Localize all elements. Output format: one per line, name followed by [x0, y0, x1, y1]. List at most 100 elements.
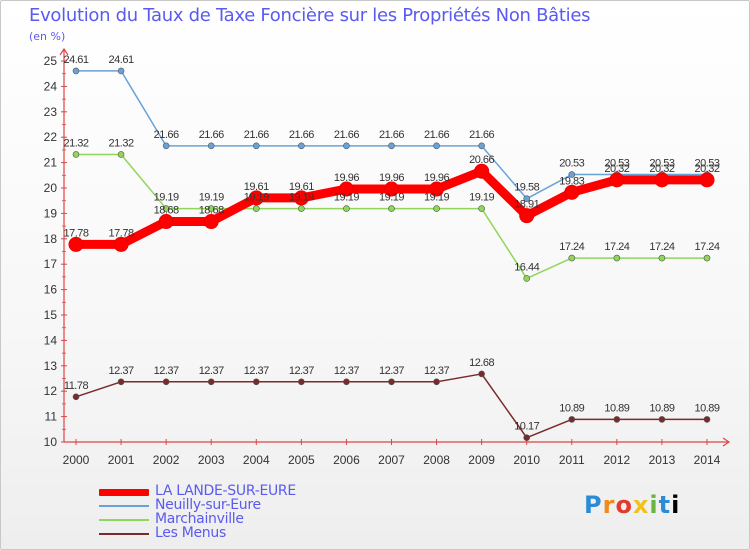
data-point [478, 370, 485, 378]
legend-label: LA LANDE-SUR-EURE [155, 483, 296, 499]
data-point [207, 142, 215, 150]
data-label: 19.19 [379, 192, 404, 204]
data-label: 18.68 [154, 205, 179, 217]
data-label: 19.96 [424, 172, 449, 184]
data-point [568, 416, 576, 423]
data-label: 17.24 [649, 241, 674, 253]
data-point [478, 142, 485, 150]
data-point [658, 254, 666, 262]
legend-label: Marchainville [155, 511, 244, 527]
y-tick-label: 25 [44, 54, 58, 68]
y-tick-label: 18 [44, 232, 58, 246]
data-label: 16.44 [514, 261, 539, 273]
data-point [158, 214, 174, 230]
data-point [207, 205, 215, 212]
data-point [384, 181, 399, 197]
y-axis-arrow [59, 47, 69, 56]
y-tick-label: 11 [45, 410, 58, 424]
line-chart: 10 11 12 13 14 15 16 17 18 19 20 21 22 23 24 25 2000 2001… [44, 47, 731, 467]
data-label: 17.78 [63, 227, 88, 239]
y-tick-label: 17 [44, 257, 58, 271]
data-point [613, 416, 621, 423]
data-label: 21.66 [244, 129, 269, 141]
legend-label: Les Menus [155, 525, 226, 541]
x-tick-label: 2003 [198, 453, 225, 467]
y-tick-label: 22 [44, 130, 58, 144]
data-point [162, 378, 170, 386]
data-label: 21.66 [469, 129, 494, 141]
data-label: 20.53 [604, 158, 629, 170]
data-point [474, 163, 490, 179]
legend-swatch [99, 533, 149, 535]
y-tick-label: 19 [44, 206, 58, 220]
data-label: 24.61 [109, 54, 134, 66]
data-label: 10.89 [604, 402, 629, 414]
data-point [519, 208, 535, 224]
data-label: 19.61 [289, 181, 314, 193]
data-point [433, 142, 440, 150]
data-point [338, 181, 354, 197]
data-point [72, 67, 80, 75]
data-point [613, 254, 621, 262]
data-label: 17.24 [559, 241, 584, 253]
data-label: 19.19 [424, 192, 449, 204]
data-label: 10.89 [694, 402, 719, 414]
data-label: 18.68 [199, 205, 224, 217]
data-point [388, 205, 395, 212]
y-tick-label: 16 [44, 283, 58, 297]
data-point [703, 254, 711, 262]
y-tick-label: 10 [44, 435, 58, 449]
x-axis-arrow [722, 437, 731, 447]
data-label: 19.96 [379, 172, 404, 184]
y-tick-label: 12 [44, 384, 58, 398]
y-tick-label: 15 [44, 308, 58, 322]
data-label: 20.32 [604, 163, 629, 175]
data-label: 12.37 [334, 365, 359, 377]
data-label: 12.37 [289, 365, 314, 377]
data-label: 17.78 [109, 227, 134, 239]
data-label: 21.32 [63, 137, 88, 149]
data-point [523, 434, 531, 441]
data-label: 20.53 [694, 158, 719, 170]
legend-label: Neuilly-sur-Eure [155, 497, 261, 513]
data-point [433, 205, 440, 212]
x-tick-label: 2008 [423, 453, 450, 467]
data-point [252, 378, 260, 386]
y-tick-label: 23 [44, 105, 58, 119]
data-label: 21.66 [199, 129, 224, 141]
data-point [298, 205, 305, 212]
data-point [523, 195, 531, 202]
data-label: 19.83 [559, 175, 584, 187]
data-point [117, 378, 125, 386]
data-label: 19.96 [334, 172, 359, 184]
data-label: 24.61 [63, 54, 88, 66]
y-tick-label: 24 [44, 79, 58, 93]
data-point [343, 142, 350, 150]
x-tick-label: 2005 [288, 453, 315, 467]
y-tick-label: 14 [44, 333, 58, 347]
data-point [113, 236, 129, 252]
proxiti-logo: Proxiti [584, 491, 681, 519]
data-point [388, 142, 395, 150]
data-label: 17.24 [604, 241, 629, 253]
data-point [699, 172, 715, 188]
data-point [298, 378, 305, 386]
data-label: 12.37 [199, 365, 224, 377]
data-point [252, 205, 260, 212]
y-tick-label: 20 [44, 181, 58, 195]
data-label: 12.68 [469, 357, 494, 369]
data-label: 19.58 [514, 182, 539, 194]
data-point [293, 190, 309, 206]
x-tick-label: 2012 [604, 453, 631, 467]
legend-swatch [99, 489, 149, 496]
data-label: 19.61 [244, 181, 269, 193]
x-tick-label: 2006 [333, 453, 360, 467]
data-point [523, 275, 531, 282]
x-tick-label: 2007 [378, 453, 405, 467]
data-point [433, 378, 440, 386]
x-tick-label: 2001 [108, 453, 135, 467]
y-tick-label: 21 [44, 156, 58, 170]
data-label: 20.32 [649, 163, 674, 175]
data-label: 17.24 [694, 241, 719, 253]
data-point [68, 236, 84, 252]
